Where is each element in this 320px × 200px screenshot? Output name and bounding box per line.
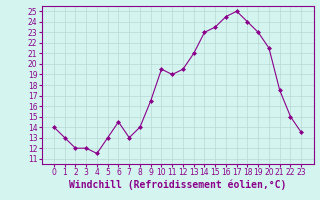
- X-axis label: Windchill (Refroidissement éolien,°C): Windchill (Refroidissement éolien,°C): [69, 180, 286, 190]
